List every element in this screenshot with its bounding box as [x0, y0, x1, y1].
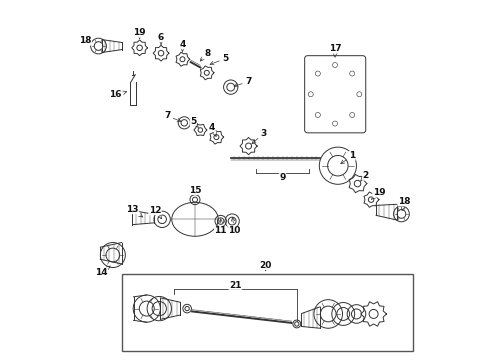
- Text: 13: 13: [126, 205, 143, 217]
- Text: 16: 16: [109, 90, 126, 99]
- Text: 3: 3: [252, 129, 267, 144]
- Text: 1: 1: [341, 151, 355, 164]
- Text: 6: 6: [158, 33, 164, 45]
- Text: 7: 7: [234, 77, 252, 87]
- Text: 15: 15: [189, 185, 201, 194]
- Bar: [122, 274, 413, 351]
- Text: 12: 12: [149, 206, 162, 219]
- Text: 11: 11: [215, 219, 227, 235]
- Text: 14: 14: [95, 266, 110, 277]
- Text: 18: 18: [79, 36, 92, 45]
- Text: 9: 9: [279, 173, 286, 182]
- Text: 19: 19: [133, 28, 146, 39]
- Text: 10: 10: [228, 217, 241, 235]
- Text: 4: 4: [209, 123, 217, 136]
- Text: 4: 4: [179, 40, 186, 52]
- Text: 17: 17: [329, 44, 342, 57]
- Text: 5: 5: [210, 54, 228, 65]
- Text: 7: 7: [164, 111, 181, 122]
- Text: 20: 20: [260, 261, 272, 270]
- Text: 21: 21: [229, 281, 242, 290]
- Text: 8: 8: [200, 49, 211, 61]
- Text: 5: 5: [190, 117, 198, 128]
- Text: 19: 19: [371, 188, 385, 199]
- Text: 18: 18: [398, 197, 410, 211]
- Text: 2: 2: [360, 171, 369, 181]
